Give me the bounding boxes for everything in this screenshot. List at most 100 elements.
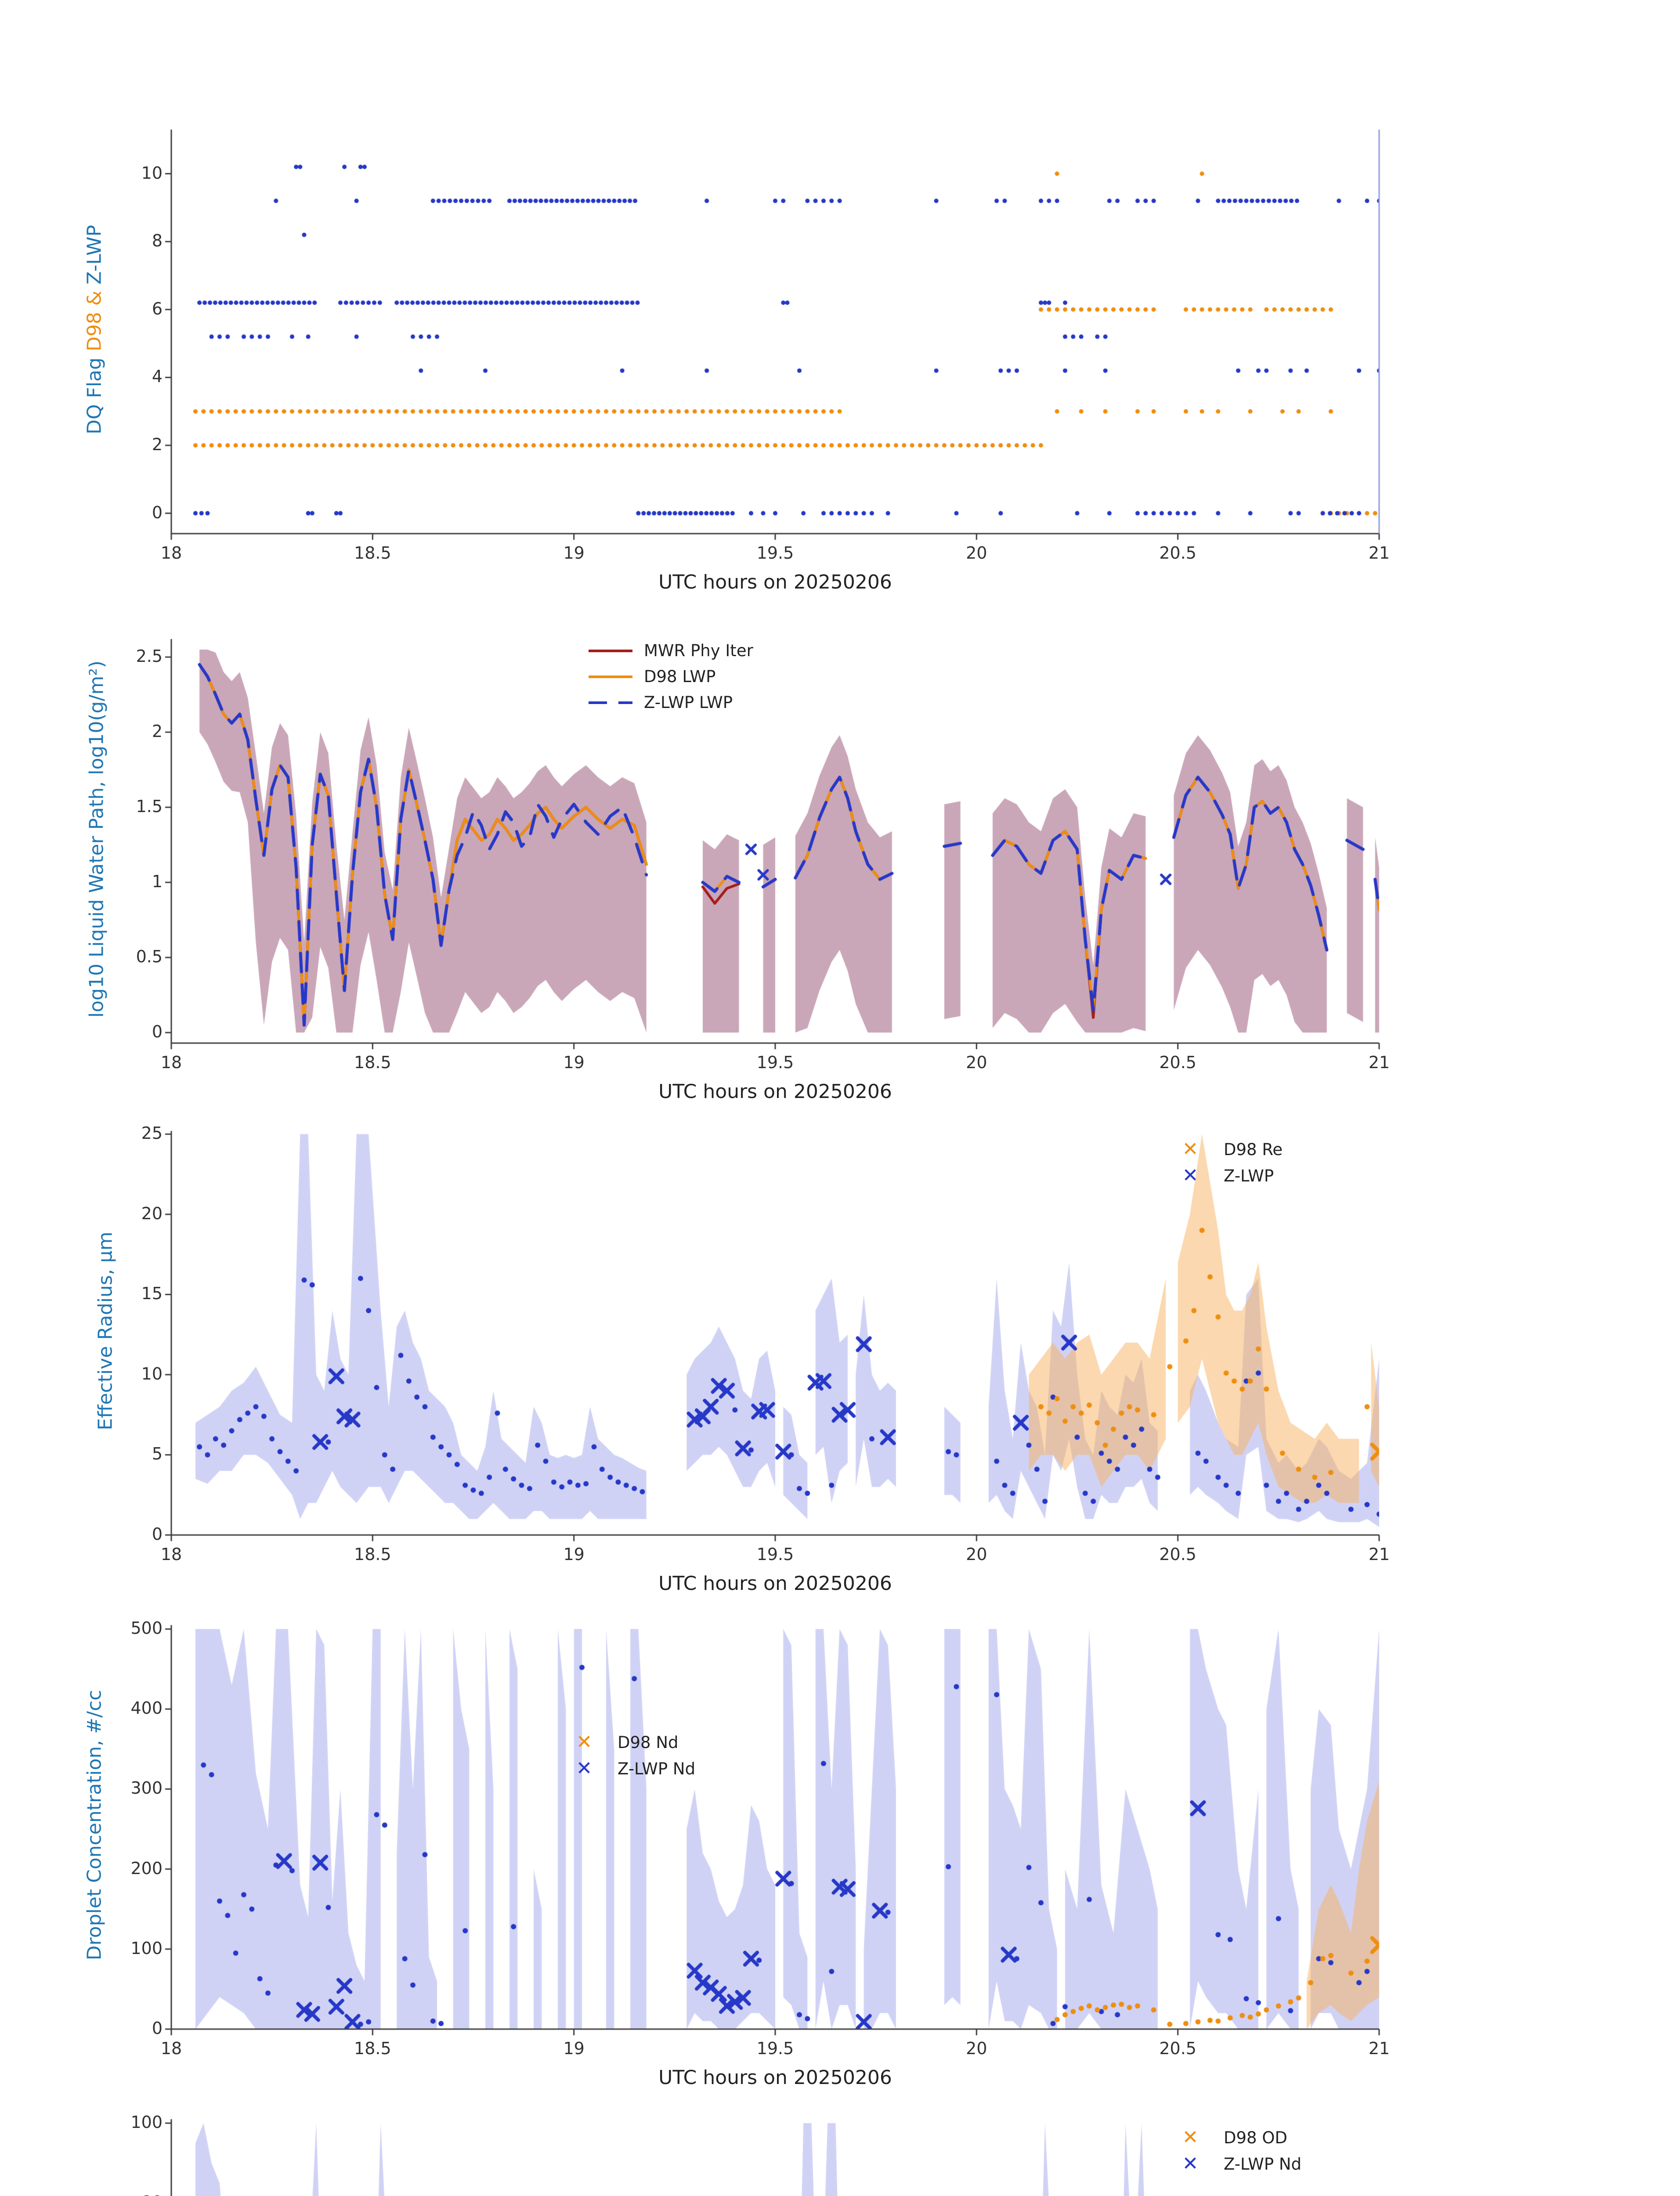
x-tick-label: 18.5: [354, 2039, 391, 2058]
legend: ✕ D98 Nd ✕ Z-LWP Nd: [562, 1733, 696, 1778]
legend-label: Z-LWP LWP: [644, 693, 733, 712]
legend-label: MWR Phy Iter: [644, 641, 753, 660]
y-tick-label: 25: [141, 1123, 163, 1143]
x-tick-label: 19.5: [756, 2039, 794, 2058]
y-tick-label: 2: [152, 722, 163, 741]
y-tick-label: 10: [141, 163, 163, 183]
x-tick-label: 18.5: [354, 1545, 391, 1564]
y-tick-label: 15: [141, 1284, 163, 1304]
y-tick-label: 20: [141, 1203, 163, 1223]
x-axis-label: UTC hours on 20250206: [658, 1080, 892, 1103]
legend-entry: ✕ D98 Re: [1168, 1140, 1283, 1159]
plot-canvas-droplet-concentration: [154, 1607, 1397, 2047]
legend-entry: ✕ D98 Nd: [562, 1733, 695, 1752]
y-axis-label-part: log10 Liquid Water Path, log10(g/m²): [85, 660, 108, 1018]
y-tick-label: 6: [152, 299, 163, 318]
x-tick-label: 18.5: [354, 1053, 391, 1072]
x-tick-label: 20: [966, 1545, 987, 1564]
y-tick-label: 0.5: [136, 947, 163, 967]
y-axis-label: Droplet Concentration, #/cc: [83, 1623, 106, 2027]
y-axis-label: log10 Liquid Water Path, log10(g/m²): [86, 637, 108, 1041]
line-icon: [589, 675, 632, 678]
x-tick-label: 19.5: [756, 543, 794, 563]
x-marker-icon: ✕: [1182, 2153, 1199, 2175]
plot-canvas-dq-flag: [154, 112, 1397, 551]
legend-label: D98 Nd: [618, 1733, 679, 1752]
x-tick-label: 18: [160, 1545, 182, 1564]
x-marker-icon: ✕: [1182, 2126, 1199, 2149]
x-tick-label: 20.5: [1159, 543, 1196, 563]
x-marker-icon: ✕: [1182, 1138, 1199, 1160]
legend: ✕ D98 OD ✕ Z-LWP Nd: [1168, 2128, 1302, 2175]
y-tick-label: 0: [152, 2019, 163, 2038]
y-tick-label: 0: [152, 1524, 163, 1544]
y-tick-label: 400: [130, 1698, 163, 1718]
x-tick-label: 20: [966, 2039, 987, 2058]
legend-label: D98 Re: [1224, 1140, 1283, 1159]
legend-label: D98 OD: [1224, 2128, 1287, 2147]
x-tick-label: 19: [563, 543, 585, 563]
legend-entry: ✕ Z-LWP Nd: [1168, 2153, 1302, 2175]
plot-canvas-optical-depth: [154, 2102, 1397, 2196]
legend-label: Z-LWP: [1224, 1166, 1274, 1185]
x-marker-icon: ✕: [1182, 1164, 1199, 1187]
legend-entry: ✕ Z-LWP Nd: [562, 1759, 696, 1778]
y-tick-label: 500: [130, 1618, 163, 1638]
y-axis-label-part: Droplet Concentration, #/cc: [83, 1690, 106, 1961]
x-tick-label: 21: [1368, 543, 1390, 563]
y-tick-label: 1.5: [136, 797, 163, 816]
plot-canvas-effective-radius: [154, 1113, 1397, 1553]
x-axis-label: UTC hours on 20250206: [658, 2066, 892, 2089]
y-tick-label: 4: [152, 367, 163, 386]
y-tick-label: 100: [130, 1938, 163, 1958]
y-tick-label: 2: [152, 434, 163, 454]
x-tick-label: 20.5: [1159, 1053, 1196, 1072]
x-tick-label: 18: [160, 543, 182, 563]
y-axis-label-part: Effective Radius, μm: [94, 1232, 117, 1430]
legend-entry: D98 LWP: [589, 667, 753, 686]
x-tick-label: 21: [1368, 1545, 1390, 1564]
x-tick-label: 20: [966, 543, 987, 563]
x-tick-label: 20: [966, 1053, 987, 1072]
line-icon: [589, 649, 632, 652]
y-axis-label: Effective Radius, μm: [94, 1129, 117, 1533]
x-tick-label: 20.5: [1159, 1545, 1196, 1564]
x-tick-label: 19.5: [756, 1053, 794, 1072]
legend-label: Z-LWP Nd: [618, 1759, 696, 1778]
x-tick-label: 21: [1368, 2039, 1390, 2058]
x-tick-label: 20.5: [1159, 2039, 1196, 2058]
legend-entry: MWR Phy Iter: [589, 641, 753, 660]
y-axis-label-part: DQ Flag: [83, 351, 106, 434]
x-tick-label: 21: [1368, 1053, 1390, 1072]
legend-entry: ✕ D98 OD: [1168, 2128, 1301, 2147]
y-tick-label: 100: [130, 2113, 163, 2132]
legend-label: D98 LWP: [644, 667, 716, 686]
y-tick-label: 0: [152, 1022, 163, 1042]
y-tick-label: 300: [130, 1778, 163, 1798]
y-tick-label: 1: [152, 872, 163, 892]
y-tick-label: 8: [152, 231, 163, 251]
y-tick-label: 10: [141, 1364, 163, 1383]
legend-entry: Z-LWP LWP: [589, 693, 753, 712]
x-tick-label: 19: [563, 1545, 585, 1564]
y-tick-label: 2.5: [136, 647, 163, 666]
y-tick-label: 80: [88, 2192, 163, 2196]
legend-entry: ✕ Z-LWP: [1168, 1166, 1283, 1185]
x-axis-label: UTC hours on 20250206: [658, 571, 892, 593]
y-tick-label: 0: [152, 502, 163, 522]
x-tick-label: 18.5: [354, 543, 391, 563]
x-marker-icon: ✕: [576, 1731, 593, 1753]
legend: MWR Phy Iter D98 LWP Z-LWP LWP: [589, 641, 753, 712]
x-tick-label: 19.5: [756, 1545, 794, 1564]
y-axis-label: Optical Depth: [99, 2117, 121, 2196]
dashed-line-icon: [589, 701, 632, 704]
y-axis-label-part: D98: [83, 312, 106, 352]
legend: ✕ D98 Re ✕ Z-LWP: [1168, 1140, 1283, 1185]
y-axis-label-part: &: [83, 284, 106, 312]
x-tick-label: 18: [160, 2039, 182, 2058]
